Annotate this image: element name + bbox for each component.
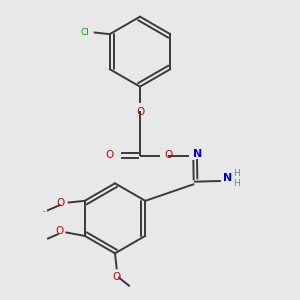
Text: O: O: [136, 107, 144, 117]
Text: O: O: [56, 226, 64, 236]
Text: H: H: [233, 169, 239, 178]
Text: O: O: [112, 272, 121, 282]
Text: N: N: [223, 173, 232, 183]
Text: H: H: [233, 179, 239, 188]
Text: O: O: [106, 150, 114, 160]
Text: methoxy: methoxy: [43, 211, 50, 212]
Text: O: O: [164, 150, 172, 160]
Text: N: N: [193, 149, 202, 159]
Text: O: O: [56, 198, 65, 208]
Text: Cl: Cl: [81, 28, 90, 37]
